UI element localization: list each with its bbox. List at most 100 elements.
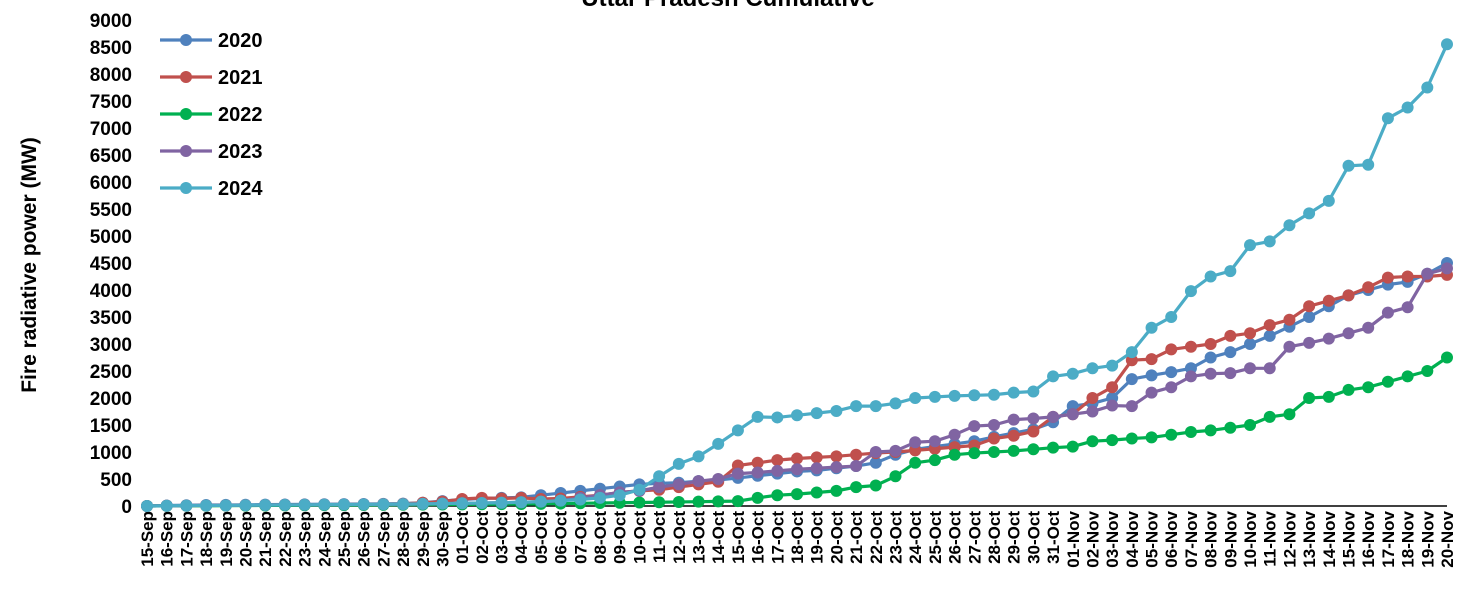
data-point [1322, 294, 1335, 307]
x-tick-label: 20-Sep [236, 511, 255, 567]
y-tick-label: 8000 [90, 65, 132, 86]
data-point [791, 463, 803, 476]
data-point [692, 475, 705, 488]
data-point [928, 435, 941, 448]
x-tick-label: 27-Sep [374, 511, 393, 567]
data-point [1263, 362, 1276, 375]
x-tick-label: 02-Nov [1083, 510, 1102, 567]
data-point [397, 498, 410, 511]
x-tick-label: 03-Oct [493, 511, 512, 564]
legend-marker [180, 145, 192, 157]
x-tick-label: 26-Sep [355, 511, 374, 567]
data-point [1125, 432, 1138, 445]
data-point [653, 481, 666, 494]
y-tick-label: 9000 [90, 11, 132, 32]
data-point [830, 404, 843, 417]
data-point [1283, 408, 1296, 421]
x-tick-label: 18-Oct [788, 511, 807, 564]
data-point [751, 491, 764, 504]
data-point [850, 481, 863, 494]
data-point [1007, 413, 1020, 426]
data-point [416, 497, 429, 510]
data-point [672, 495, 685, 508]
x-tick-label: 17-Sep [177, 511, 196, 567]
data-point [475, 497, 488, 510]
x-tick-label: 01-Nov [1064, 510, 1083, 567]
x-axis-ticks: 15-Sep 16-Sep 17-Sep 18-Sep 19-Sep 20-Sep 21-S… [138, 510, 1457, 567]
data-point [948, 428, 961, 441]
data-point [318, 498, 331, 511]
legend-label: 2024 [218, 178, 263, 200]
data-point [869, 446, 882, 458]
data-point [1421, 81, 1434, 94]
legend-item: 2021 [160, 67, 263, 89]
data-point [1204, 351, 1217, 364]
data-point [850, 448, 863, 461]
data-point [1263, 319, 1276, 332]
data-point [1145, 353, 1158, 366]
x-tick-label: 31-Oct [1044, 511, 1063, 564]
data-point [987, 419, 1000, 431]
data-point [278, 498, 291, 511]
data-point [1441, 351, 1453, 364]
x-tick-label: 16-Nov [1359, 510, 1378, 567]
data-point [1165, 343, 1178, 356]
x-tick-label: 30-Oct [1024, 511, 1043, 564]
x-tick-label: 12-Nov [1280, 510, 1299, 567]
data-point [1224, 329, 1237, 342]
x-tick-label: 14-Nov [1320, 510, 1339, 567]
data-point [968, 447, 981, 460]
data-point [810, 486, 823, 499]
data-point [1027, 443, 1040, 456]
data-point [1224, 346, 1237, 359]
data-point [1125, 346, 1138, 359]
x-tick-label: 19-Oct [808, 511, 827, 564]
x-tick-label: 23-Oct [886, 511, 905, 564]
y-tick-label: 3000 [90, 335, 132, 356]
x-tick-label: 10-Oct [630, 511, 649, 564]
data-point [1027, 425, 1040, 438]
y-tick-label: 7000 [90, 119, 132, 140]
data-point [594, 491, 607, 504]
data-point [1125, 373, 1138, 386]
data-point [948, 448, 961, 461]
x-tick-label: 17-Oct [768, 511, 787, 564]
data-point [141, 500, 153, 512]
data-point [692, 450, 705, 463]
series-2022 [141, 351, 1453, 512]
y-axis-label: Fire radiative power (MW) [18, 137, 41, 393]
legend: 2020 2021 2022 2023 2024 [160, 30, 263, 200]
data-point [987, 432, 1000, 445]
legend-item: 2024 [160, 178, 263, 200]
x-tick-label: 22-Sep [276, 511, 295, 567]
legend-item: 2022 [160, 104, 263, 126]
data-point [810, 451, 823, 464]
data-point [377, 498, 390, 511]
x-tick-label: 27-Oct [965, 511, 984, 564]
data-point [1184, 340, 1197, 353]
data-point [259, 499, 272, 512]
data-point [1007, 444, 1020, 457]
data-point [1106, 434, 1119, 447]
x-tick-label: 21-Oct [847, 511, 866, 564]
data-point [633, 483, 646, 496]
x-tick-label: 22-Oct [867, 511, 886, 564]
data-point [672, 457, 685, 470]
x-tick-label: 28-Oct [985, 511, 1004, 564]
x-tick-label: 15-Sep [138, 511, 157, 567]
data-point [1244, 327, 1257, 340]
data-point [1047, 410, 1060, 423]
x-tick-label: 21-Sep [256, 511, 275, 567]
data-point [1401, 101, 1414, 114]
series-layer [141, 38, 1453, 512]
data-point [554, 494, 567, 507]
data-point [1342, 383, 1355, 396]
x-tick-label: 17-Nov [1379, 510, 1398, 567]
data-point [1145, 369, 1158, 382]
data-point [1106, 359, 1119, 372]
x-tick-label: 02-Oct [473, 511, 492, 564]
x-tick-label: 18-Nov [1399, 510, 1418, 567]
data-point [1027, 412, 1040, 425]
data-point [1125, 400, 1138, 413]
data-point [515, 496, 528, 509]
